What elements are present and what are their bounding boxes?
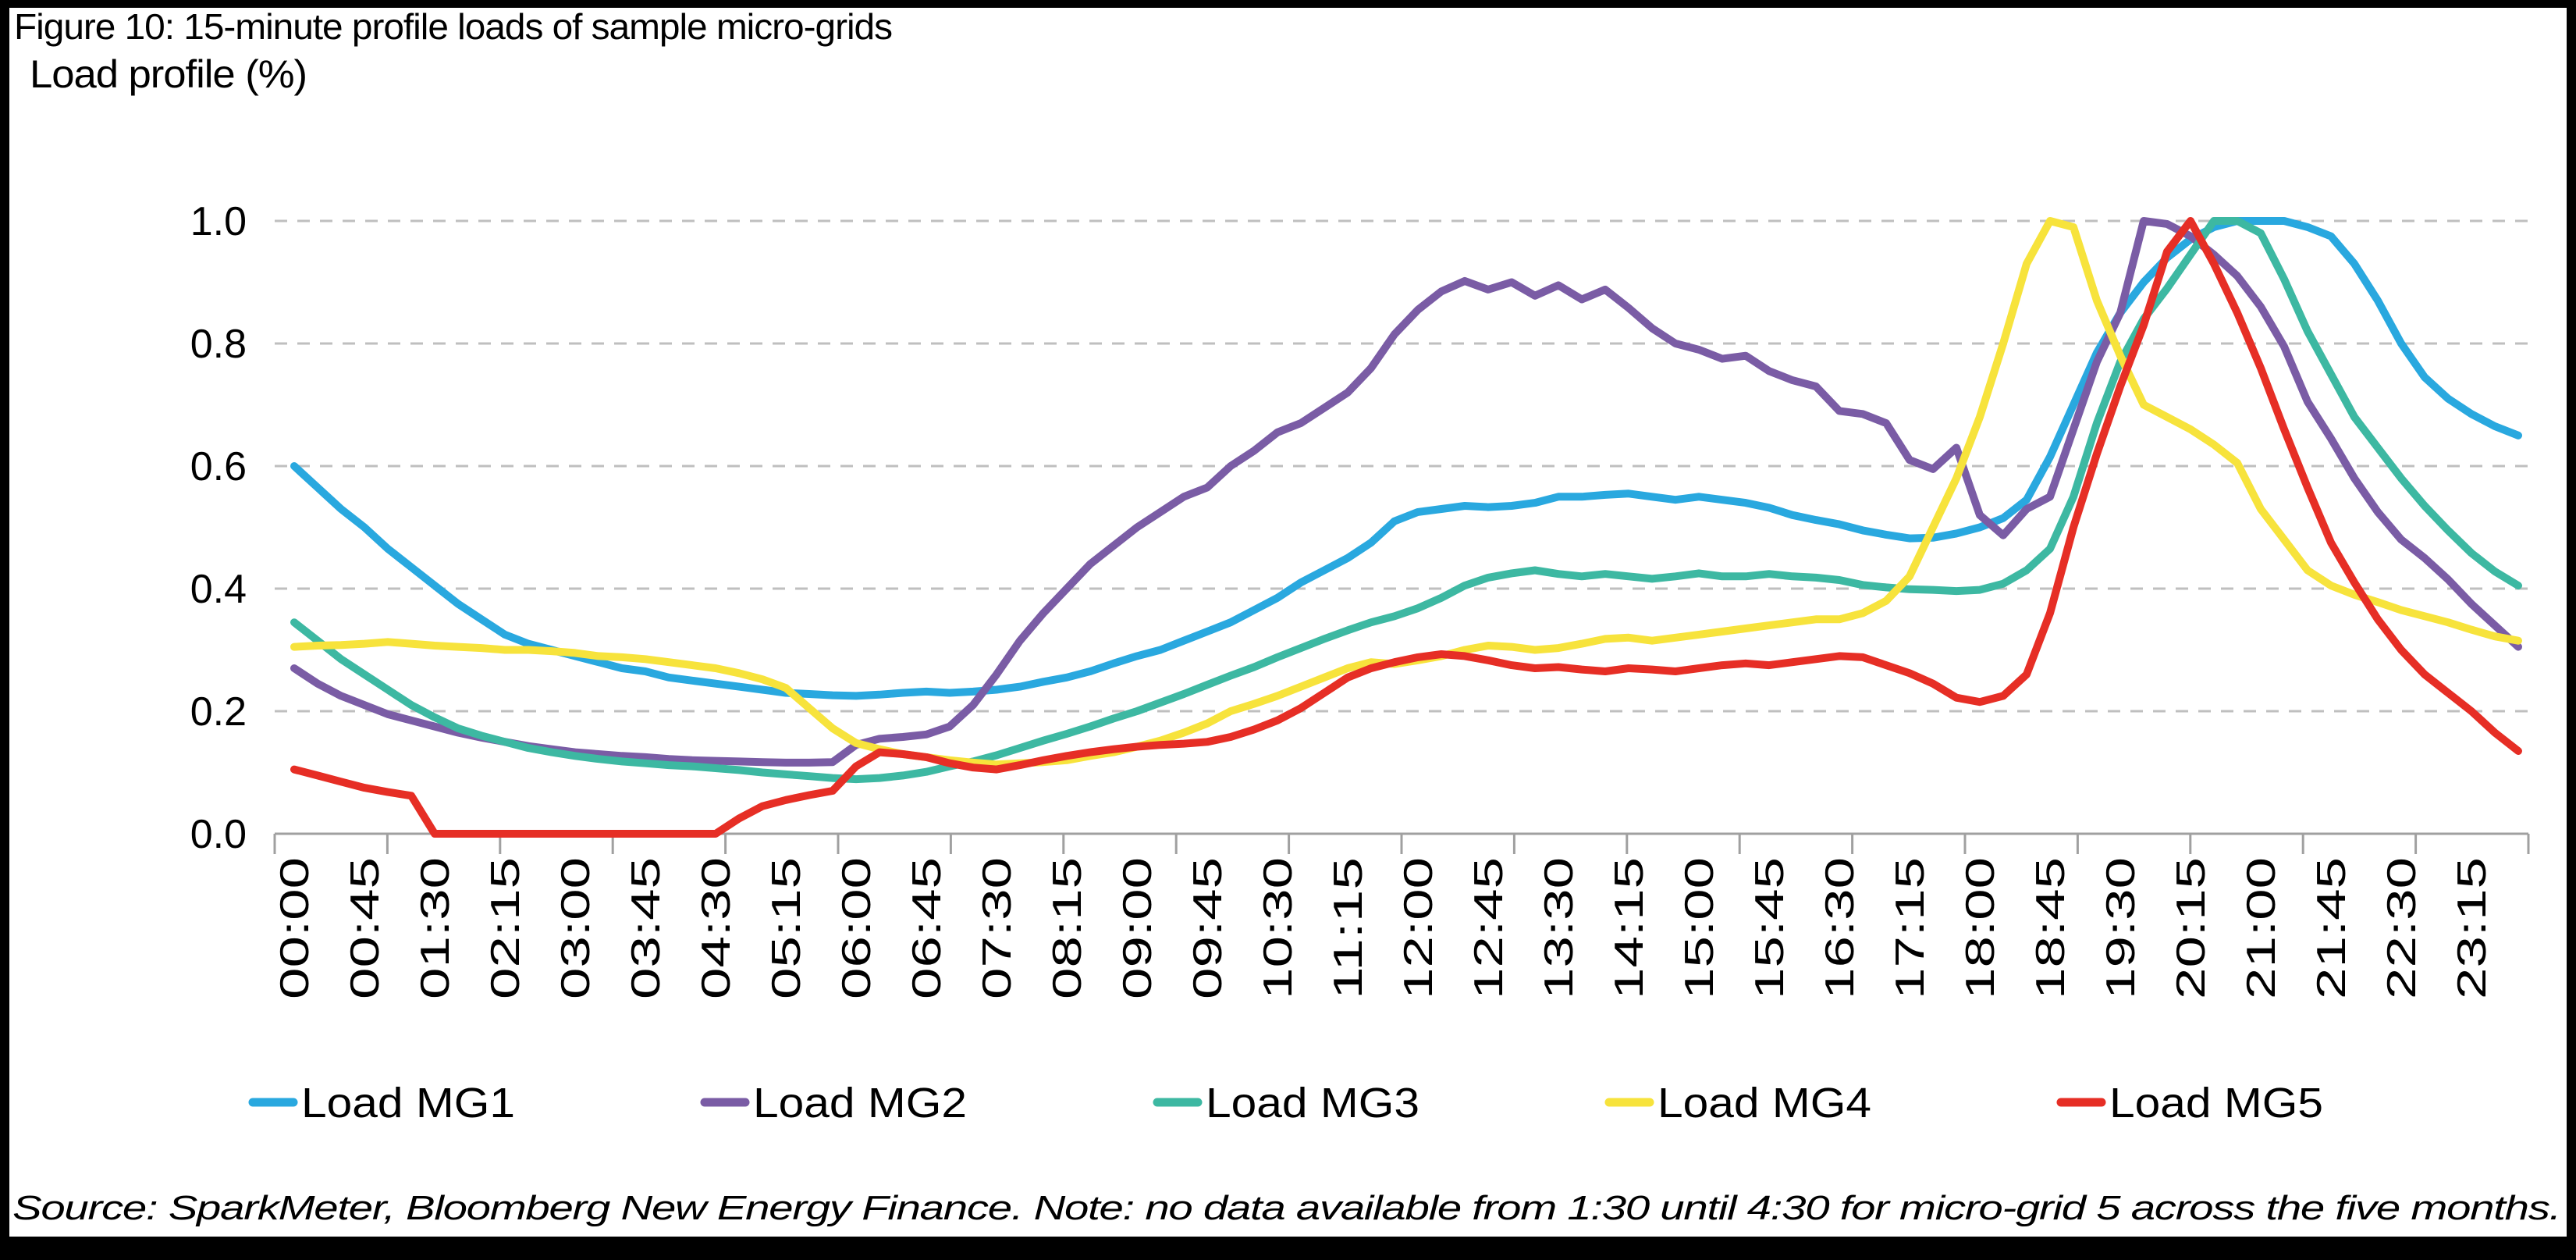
legend: Load MG1 Load MG2 Load MG3 Load MG4 Load MG5 — [248, 1080, 2323, 1127]
x-tick-label-08:15: 08:15 — [1045, 857, 1090, 999]
legend-label: Load MG2 — [753, 1080, 967, 1127]
legend-label: Load MG1 — [301, 1080, 515, 1127]
y-tick-label-1.0: 1.0 — [190, 199, 247, 244]
figure-title: Figure 10: 15-minute profile loads of sa… — [14, 6, 892, 47]
x-tick-label-01:30: 01:30 — [413, 857, 458, 999]
x-tick-label-09:45: 09:45 — [1185, 857, 1231, 999]
series-lines — [290, 217, 2522, 838]
x-tick-label-04:30: 04:30 — [694, 857, 739, 999]
y-tick-label-0.2: 0.2 — [190, 689, 247, 735]
x-tick-label-12:45: 12:45 — [1466, 857, 1512, 999]
x-tick-label-22:30: 22:30 — [2379, 857, 2425, 999]
legend-label: Load MG4 — [1658, 1080, 1871, 1127]
x-tick-label-18:45: 18:45 — [2028, 857, 2073, 999]
x-axis-labels: 00:00 00:45 01:30 02:15 03:00 03:45 04:30 05:15… — [272, 857, 2495, 999]
source-note: Source: SparkMeter, Bloomberg New Energy… — [12, 1189, 2560, 1227]
x-tick-label-10:30: 10:30 — [1256, 857, 1301, 999]
legend-label: Load MG5 — [2109, 1080, 2323, 1127]
x-tick-label-18:00: 18:00 — [1958, 857, 2003, 999]
x-tick-label-03:00: 03:00 — [553, 857, 599, 999]
x-tick-label-00:45: 00:45 — [343, 857, 388, 999]
x-tick-label-21:00: 21:00 — [2239, 857, 2284, 999]
figure-background — [9, 8, 2567, 1237]
x-tick-label-15:00: 15:00 — [1677, 857, 1722, 999]
x-tick-label-16:30: 16:30 — [1817, 857, 1863, 999]
x-tick-label-09:00: 09:00 — [1115, 857, 1160, 999]
x-tick-label-20:15: 20:15 — [2169, 857, 2214, 999]
x-tick-label-12:00: 12:00 — [1396, 857, 1441, 999]
x-tick-label-23:15: 23:15 — [2450, 857, 2495, 999]
legend-label: Load MG3 — [1206, 1080, 1419, 1127]
series-line-load-mg5 — [290, 217, 2522, 838]
x-tick-label-15:45: 15:45 — [1747, 857, 1793, 999]
series-line-load-mg2 — [290, 217, 2522, 767]
x-tick-label-19:30: 19:30 — [2098, 857, 2144, 999]
legend-item-load-mg5: Load MG5 — [2056, 1080, 2323, 1127]
legend-item-load-mg3: Load MG3 — [1153, 1080, 1419, 1127]
x-tick-label-03:45: 03:45 — [624, 857, 669, 999]
x-tick-label-00:00: 00:00 — [272, 857, 318, 999]
x-tick-label-11:15: 11:15 — [1326, 857, 1371, 999]
x-tick-label-06:45: 06:45 — [904, 857, 950, 999]
series-line-load-mg1 — [290, 217, 2522, 700]
legend-item-load-mg2: Load MG2 — [700, 1080, 967, 1127]
x-tick-label-07:30: 07:30 — [975, 857, 1020, 999]
x-tick-label-14:15: 14:15 — [1607, 857, 1652, 999]
x-tick-label-02:15: 02:15 — [483, 857, 528, 999]
x-tick-label-05:15: 05:15 — [764, 857, 809, 999]
legend-item-load-mg4: Load MG4 — [1604, 1080, 1871, 1127]
y-axis-title: Load profile (%) — [30, 52, 307, 96]
x-tick-label-17:15: 17:15 — [1888, 857, 1933, 999]
y-axis-labels: 1.0 0.8 0.6 0.4 0.2 0.0 — [190, 199, 247, 857]
y-tick-label-0.4: 0.4 — [190, 567, 247, 612]
y-tick-label-0.0: 0.0 — [190, 812, 247, 857]
y-tick-label-0.6: 0.6 — [190, 444, 247, 489]
x-tick-label-21:45: 21:45 — [2309, 857, 2354, 999]
y-tick-label-0.8: 0.8 — [190, 322, 247, 367]
x-tick-label-13:30: 13:30 — [1537, 857, 1582, 999]
legend-item-load-mg1: Load MG1 — [248, 1080, 515, 1127]
x-tick-label-06:00: 06:00 — [834, 857, 879, 999]
